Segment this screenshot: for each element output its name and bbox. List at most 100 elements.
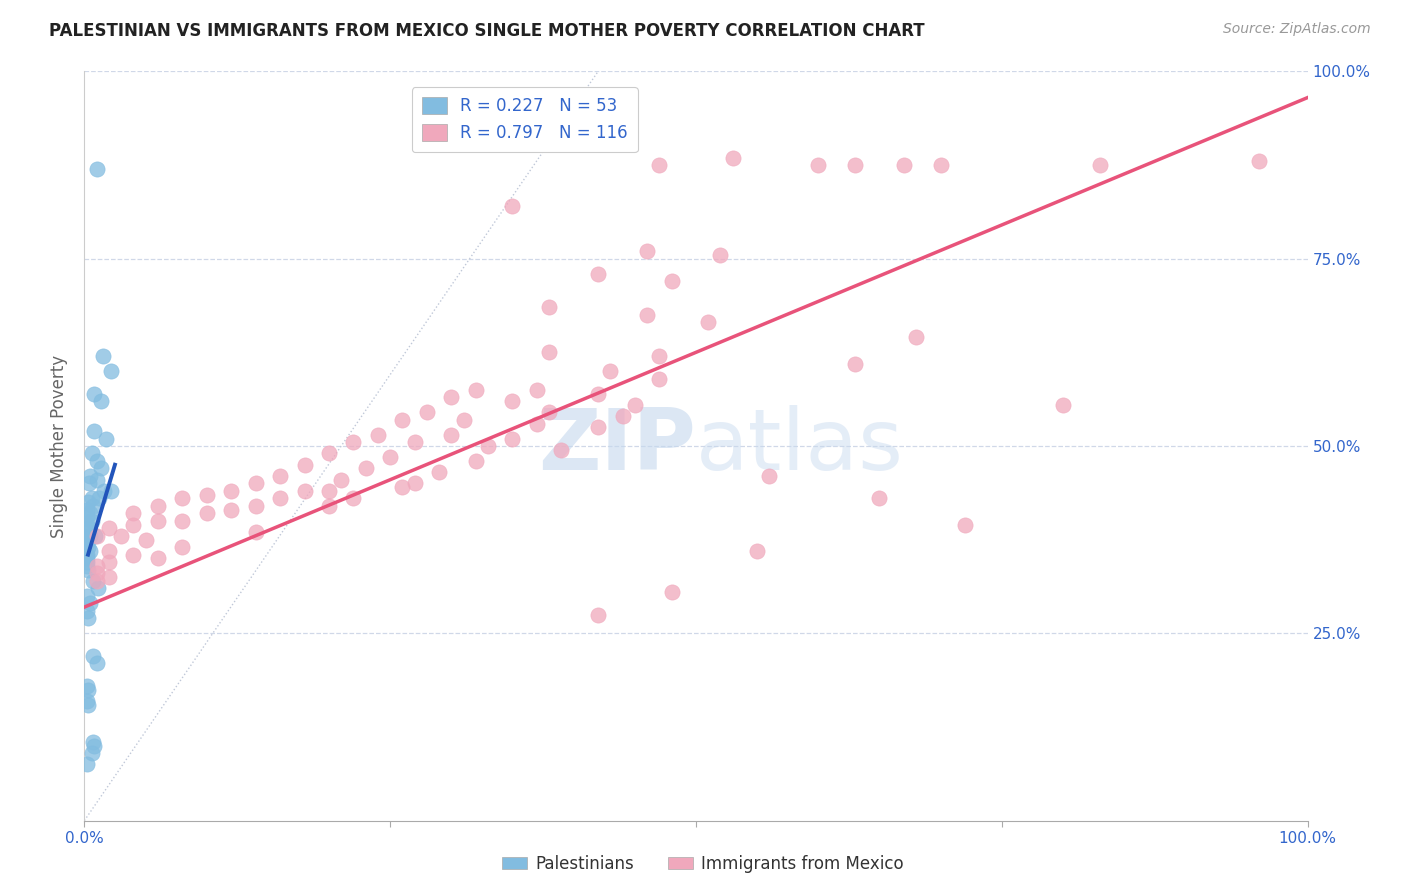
Point xyxy=(77,611,100,625)
Point xyxy=(661,585,683,599)
Point xyxy=(83,739,105,753)
Point xyxy=(404,435,426,450)
Point xyxy=(844,158,866,172)
Point xyxy=(76,679,98,693)
Point xyxy=(526,383,548,397)
Point xyxy=(84,529,107,543)
Point xyxy=(90,461,112,475)
Point xyxy=(195,507,218,521)
Point xyxy=(538,345,561,359)
Point xyxy=(526,417,548,431)
Point xyxy=(538,405,561,419)
Point xyxy=(87,491,110,506)
Point xyxy=(80,514,103,528)
Point xyxy=(721,151,744,165)
Point xyxy=(648,349,671,363)
Point xyxy=(953,517,976,532)
Point xyxy=(86,473,108,487)
Point xyxy=(86,657,108,671)
Point xyxy=(502,394,524,409)
Point xyxy=(1052,398,1074,412)
Point xyxy=(586,267,609,281)
Point xyxy=(122,548,145,562)
Point xyxy=(477,439,499,453)
Text: Source: ZipAtlas.com: Source: ZipAtlas.com xyxy=(1223,22,1371,37)
Point xyxy=(416,405,439,419)
Legend: R = 0.227   N = 53, R = 0.797   N = 116: R = 0.227 N = 53, R = 0.797 N = 116 xyxy=(412,87,638,152)
Point xyxy=(82,648,104,663)
Point xyxy=(391,413,413,427)
Point xyxy=(135,533,157,547)
Point xyxy=(195,488,218,502)
Point xyxy=(929,158,952,172)
Point xyxy=(77,476,100,491)
Point xyxy=(367,427,389,442)
Point xyxy=(77,540,100,554)
Point xyxy=(586,420,609,434)
Point xyxy=(82,735,104,749)
Point xyxy=(318,446,340,460)
Point xyxy=(86,529,108,543)
Point xyxy=(391,480,413,494)
Point xyxy=(100,364,122,378)
Point xyxy=(87,582,110,596)
Text: PALESTINIAN VS IMMIGRANTS FROM MEXICO SINGLE MOTHER POVERTY CORRELATION CHART: PALESTINIAN VS IMMIGRANTS FROM MEXICO SI… xyxy=(49,22,925,40)
Y-axis label: Single Mother Poverty: Single Mother Poverty xyxy=(51,354,69,538)
Point xyxy=(83,424,105,438)
Point xyxy=(86,161,108,176)
Point xyxy=(172,491,194,506)
Point xyxy=(269,469,291,483)
Point xyxy=(97,521,120,535)
Point xyxy=(758,469,780,483)
Point xyxy=(219,483,242,498)
Point xyxy=(76,757,98,772)
Point xyxy=(502,199,524,213)
Point xyxy=(86,558,108,573)
Point xyxy=(76,558,98,573)
Point xyxy=(245,525,267,540)
Point xyxy=(83,386,105,401)
Point xyxy=(538,301,561,315)
Point xyxy=(77,682,100,697)
Point xyxy=(86,574,108,588)
Point xyxy=(1088,158,1111,172)
Point xyxy=(709,248,731,262)
Text: ZIP: ZIP xyxy=(538,404,696,488)
Point xyxy=(624,398,647,412)
Point xyxy=(869,491,891,506)
Point xyxy=(146,514,169,528)
Point xyxy=(76,555,98,569)
Point xyxy=(219,502,242,516)
Point xyxy=(747,544,769,558)
Point xyxy=(844,357,866,371)
Point xyxy=(97,555,120,569)
Point xyxy=(91,349,114,363)
Point xyxy=(90,394,112,409)
Point xyxy=(636,308,658,322)
Point xyxy=(76,548,98,562)
Point xyxy=(440,390,463,404)
Point xyxy=(76,589,98,603)
Point xyxy=(110,529,132,543)
Point xyxy=(97,570,120,584)
Point xyxy=(122,517,145,532)
Point xyxy=(79,544,101,558)
Point xyxy=(404,476,426,491)
Point xyxy=(464,383,486,397)
Point xyxy=(93,483,115,498)
Point xyxy=(599,364,621,378)
Point xyxy=(79,507,101,521)
Point xyxy=(342,491,364,506)
Point xyxy=(318,483,340,498)
Point xyxy=(80,446,103,460)
Point xyxy=(76,536,98,550)
Point xyxy=(453,413,475,427)
Point xyxy=(661,274,683,288)
Point xyxy=(586,386,609,401)
Point xyxy=(82,499,104,513)
Point xyxy=(550,442,572,457)
Point xyxy=(77,563,100,577)
Point xyxy=(86,566,108,581)
Point xyxy=(76,517,98,532)
Point xyxy=(172,514,194,528)
